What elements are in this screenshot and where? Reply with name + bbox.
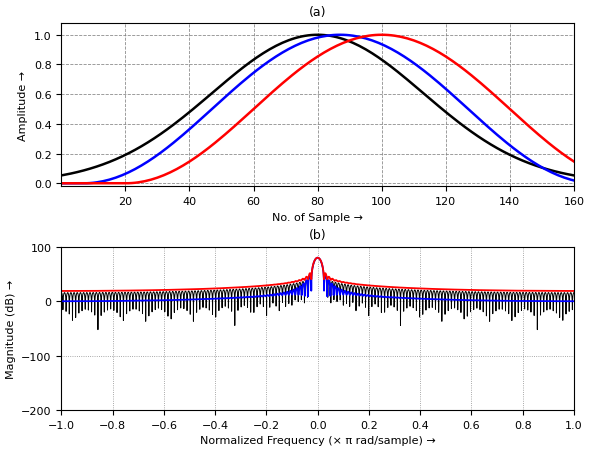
Y-axis label: Magnitude (dB) →: Magnitude (dB) →: [5, 279, 15, 378]
X-axis label: Normalized Frequency (× π rad/sample) →: Normalized Frequency (× π rad/sample) →: [200, 436, 435, 446]
Title: (b): (b): [309, 229, 326, 242]
Y-axis label: Amplitude →: Amplitude →: [18, 70, 28, 140]
X-axis label: No. of Sample →: No. of Sample →: [272, 212, 363, 222]
Title: (a): (a): [309, 5, 326, 18]
